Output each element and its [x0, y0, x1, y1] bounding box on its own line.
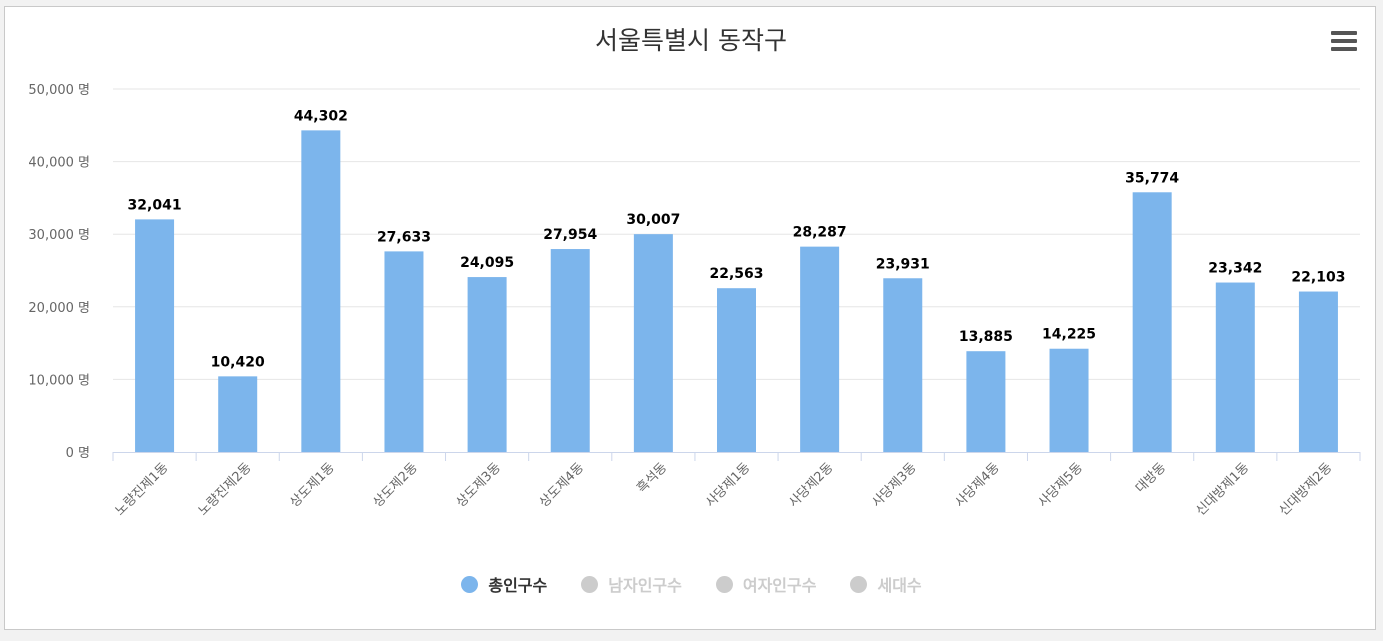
y-tick-label: 30,000 명 [28, 228, 90, 243]
data-label: 32,041 [128, 197, 182, 213]
x-tick-label: 사당제3동 [869, 460, 919, 510]
bar [135, 219, 175, 452]
y-tick-label: 40,000 명 [28, 156, 90, 171]
data-label: 23,342 [1208, 261, 1262, 277]
data-label: 10,420 [211, 354, 265, 370]
x-tick-label: 노량진제1동 [113, 460, 172, 519]
x-tick-label: 사당제1동 [703, 460, 753, 510]
data-label: 27,633 [377, 229, 431, 245]
legend-item[interactable]: 총인구수 [461, 572, 547, 596]
data-label: 23,931 [876, 256, 930, 272]
chart-legend: 총인구수 남자인구수 여자인구수 세대수 [0, 572, 1383, 596]
data-label: 27,954 [543, 227, 597, 243]
bar [633, 234, 673, 452]
legend-label: 남자인구수 [608, 576, 682, 595]
data-label: 44,302 [294, 108, 348, 124]
x-tick-label: 상도제2동 [371, 460, 421, 510]
x-tick-label: 신대방제2동 [1277, 460, 1336, 519]
bar [1132, 192, 1172, 452]
legend-marker [850, 575, 868, 593]
x-tick-label: 상도제3동 [454, 460, 504, 510]
x-tick-label: 흑석동 [634, 460, 670, 496]
hamburger-menu-icon[interactable] [1331, 31, 1357, 55]
legend-item[interactable]: 세대수 [850, 572, 922, 596]
legend-label: 세대수 [877, 576, 922, 595]
x-tick-label: 사당제2동 [786, 460, 836, 510]
bar [301, 130, 341, 452]
data-label: 22,103 [1291, 270, 1345, 286]
legend-item[interactable]: 남자인구수 [581, 572, 682, 596]
x-tick-label: 사당제5동 [1036, 460, 1086, 510]
y-tick-label: 50,000 명 [28, 83, 90, 98]
bar [717, 288, 756, 452]
bar [218, 376, 258, 452]
y-tick-label: 20,000 명 [28, 301, 90, 316]
data-label: 35,774 [1125, 170, 1179, 186]
bar [467, 277, 507, 452]
legend-label: 총인구수 [488, 576, 548, 595]
x-tick-label: 상도제1동 [287, 460, 337, 510]
chart-title: 서울특별시 동작구 [595, 26, 787, 55]
bar [1215, 282, 1255, 452]
legend-marker [461, 575, 479, 593]
data-label: 30,007 [626, 212, 680, 228]
x-tick-label: 신대방제1동 [1193, 460, 1252, 519]
data-label: 14,225 [1042, 327, 1096, 343]
legend-label: 여자인구수 [742, 576, 817, 595]
bar [550, 249, 590, 452]
y-tick-label: 0 명 [66, 446, 90, 461]
data-label: 22,563 [709, 266, 763, 282]
bar [800, 246, 840, 452]
legend-item[interactable]: 여자인구수 [715, 572, 817, 596]
bar [1298, 291, 1338, 452]
bar [384, 251, 424, 452]
legend-marker [581, 575, 599, 593]
x-tick-label: 사당제4동 [952, 460, 1002, 510]
bar [966, 351, 1006, 452]
bar [1049, 348, 1089, 452]
x-tick-label: 상도제4동 [537, 460, 587, 510]
bar [883, 278, 923, 452]
y-tick-label: 10,000 명 [28, 373, 90, 388]
x-tick-label: 대방동 [1133, 460, 1169, 496]
data-label: 13,885 [959, 329, 1013, 345]
bottom-strip [4, 630, 1376, 641]
data-label: 24,095 [460, 255, 514, 271]
x-tick-label: 노량진제2동 [196, 460, 255, 519]
data-label: 28,287 [793, 225, 847, 241]
legend-marker [715, 575, 733, 593]
